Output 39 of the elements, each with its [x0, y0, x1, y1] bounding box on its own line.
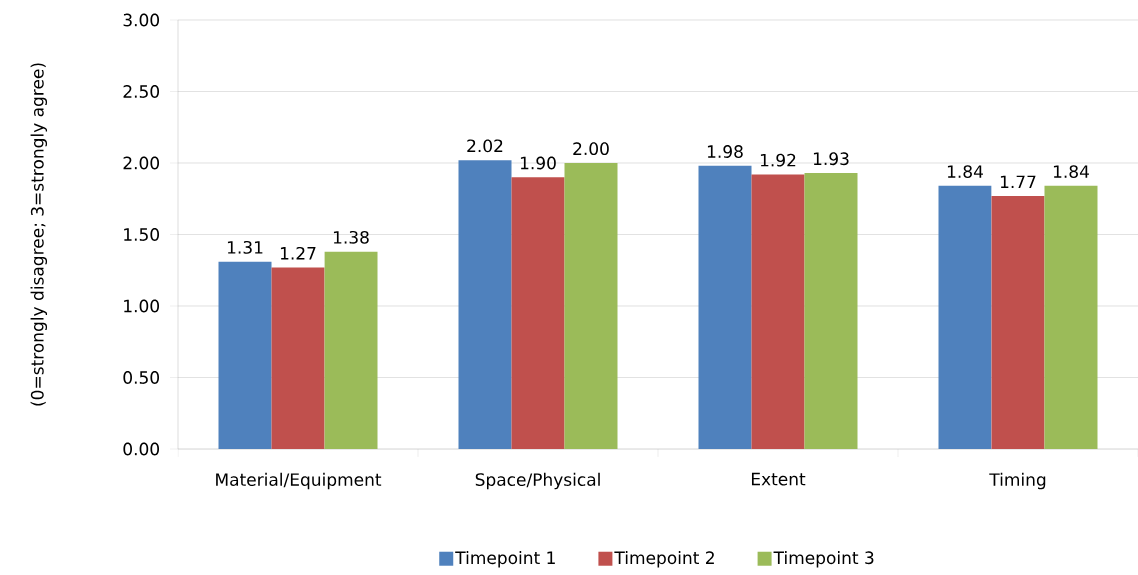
bar — [324, 251, 378, 449]
data-label: 1.93 — [813, 152, 849, 166]
data-label: 1.77 — [1000, 175, 1036, 189]
bar — [751, 174, 805, 449]
data-label: 1.27 — [280, 246, 316, 260]
legend-label: Timepoint 1 — [455, 550, 555, 568]
legend-label: Timepoint 2 — [614, 550, 714, 568]
data-label: 1.38 — [333, 230, 369, 244]
bar — [698, 165, 752, 449]
y-tick-label: 2.00 — [123, 156, 160, 170]
x-tick-label: Extent — [751, 472, 806, 486]
x-tick-label: Material/Equipment — [216, 472, 382, 490]
y-tick-label: 1.50 — [124, 228, 160, 241]
y-tick-label: 1.00 — [124, 299, 160, 313]
data-label: 1.90 — [520, 156, 556, 170]
x-tick-label: Space/Physical — [475, 472, 600, 490]
data-label: 2.02 — [467, 139, 503, 153]
data-label: 2.00 — [573, 142, 609, 156]
bar — [564, 162, 618, 449]
y-axis-title: (0=strongly disagree; 3=strongly agree) — [30, 63, 48, 406]
bar — [271, 267, 325, 449]
data-label: 1.31 — [227, 240, 263, 254]
bar — [511, 177, 565, 449]
y-tick-label: 3.00 — [123, 13, 160, 27]
bar — [218, 261, 272, 449]
y-tick-label: 2.50 — [123, 85, 160, 98]
bar — [1044, 185, 1098, 449]
data-label: 1.84 — [947, 165, 983, 178]
x-tick-label: Timing — [989, 472, 1046, 490]
bar — [804, 173, 858, 449]
legend-label: Timepoint 3 — [773, 550, 874, 568]
data-label: 1.98 — [707, 145, 743, 158]
y-tick-label: 0.00 — [123, 442, 160, 456]
data-label: 1.84 — [1053, 165, 1089, 178]
bar — [458, 160, 512, 449]
data-label: 1.92 — [760, 153, 796, 167]
bar — [991, 195, 1045, 449]
y-tick-label: 0.50 — [123, 371, 160, 384]
bar — [938, 185, 992, 449]
